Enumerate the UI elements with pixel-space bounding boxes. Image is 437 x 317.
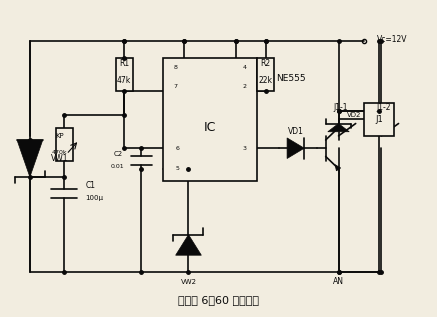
Text: 47k: 47k [117,76,131,85]
Text: C2: C2 [113,152,122,157]
Text: 5: 5 [176,166,180,171]
Text: 高精度 6～60 秒定时器: 高精度 6～60 秒定时器 [178,295,259,306]
Polygon shape [328,124,349,132]
Text: Vc=12V: Vc=12V [377,35,408,44]
Text: 8: 8 [173,65,177,70]
Polygon shape [176,235,201,255]
Bar [364,103,394,136]
Text: R1: R1 [119,59,129,68]
Text: 0.01: 0.01 [111,164,125,169]
Text: J1: J1 [375,115,383,124]
Bar [163,58,257,181]
Bar [55,128,73,160]
Text: 6: 6 [176,146,180,151]
Text: 470k: 470k [52,150,68,155]
Text: J1-1: J1-1 [333,103,348,112]
Text: NE555: NE555 [277,74,306,83]
Text: 100μ: 100μ [86,195,104,201]
Bar [116,58,133,91]
Text: KP: KP [55,133,64,139]
Text: VD2: VD2 [347,112,361,118]
Text: VW2: VW2 [180,279,197,285]
Polygon shape [287,138,304,158]
Text: 4: 4 [242,65,246,70]
Text: AN: AN [333,277,344,287]
Text: 2: 2 [242,84,246,89]
Text: C1: C1 [86,181,96,190]
Polygon shape [335,165,341,171]
Text: R2: R2 [260,59,271,68]
Text: VW1: VW1 [51,154,69,163]
Text: IC: IC [204,121,216,134]
Polygon shape [17,140,43,177]
Text: 22k: 22k [259,76,273,85]
Text: VD1: VD1 [288,127,304,136]
Text: 7: 7 [173,84,177,89]
Text: J1-2: J1-2 [376,103,391,112]
Text: 3: 3 [242,146,246,151]
Bar [257,58,274,91]
